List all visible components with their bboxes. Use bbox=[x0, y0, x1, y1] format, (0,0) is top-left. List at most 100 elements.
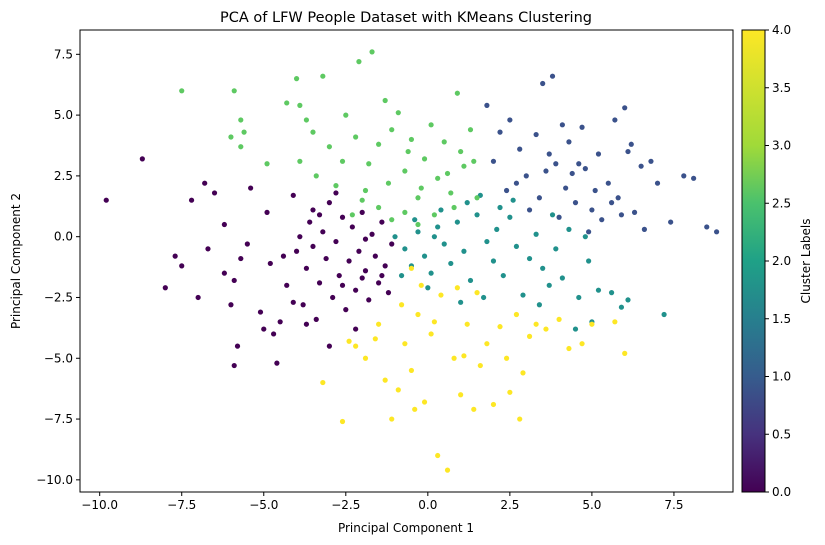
scatter-point-cluster-2 bbox=[398, 272, 405, 279]
scatter-point-cluster-0 bbox=[353, 326, 359, 332]
scatter-point-cluster-3 bbox=[356, 59, 362, 65]
scatter-point-cluster-0 bbox=[162, 285, 168, 291]
scatter-point-cluster-1 bbox=[631, 209, 638, 215]
scatter-point-cluster-0 bbox=[346, 258, 352, 264]
scatter-point-cluster-3 bbox=[454, 90, 460, 96]
scatter-point-cluster-4 bbox=[451, 355, 457, 361]
scatter-point-cluster-0 bbox=[179, 263, 185, 269]
scatter-point-cluster-2 bbox=[415, 229, 421, 235]
scatter-point-cluster-2 bbox=[608, 290, 615, 296]
scatter-point-cluster-2 bbox=[510, 197, 516, 203]
colorbar-label: Cluster Labels bbox=[799, 218, 813, 303]
scatter-point-cluster-3 bbox=[421, 156, 428, 162]
scatter-point-cluster-2 bbox=[566, 226, 572, 232]
scatter-point-cluster-2 bbox=[546, 282, 552, 288]
scatter-point-cluster-4 bbox=[471, 406, 477, 412]
scatter-point-cluster-0 bbox=[297, 234, 303, 240]
scatter-point-cluster-1 bbox=[546, 151, 552, 157]
scatter-point-cluster-4 bbox=[513, 311, 520, 318]
colorbar-tick-label: 1.5 bbox=[772, 312, 791, 326]
scatter-point-cluster-3 bbox=[231, 88, 237, 94]
scatter-point-cluster-3 bbox=[389, 217, 395, 223]
scatter-point-cluster-1 bbox=[691, 175, 697, 181]
scatter-point-cluster-1 bbox=[615, 195, 621, 201]
colorbar-tick-label: 2.0 bbox=[772, 254, 791, 268]
scatter-point-cluster-1 bbox=[559, 122, 565, 128]
x-tick-label: −7.5 bbox=[167, 498, 196, 512]
scatter-point-cluster-0 bbox=[290, 192, 296, 198]
scatter-point-cluster-0 bbox=[271, 331, 277, 337]
scatter-point-cluster-1 bbox=[589, 207, 595, 213]
scatter-point-cluster-2 bbox=[536, 302, 542, 308]
scatter-point-cluster-0 bbox=[172, 253, 178, 259]
scatter-point-cluster-4 bbox=[346, 338, 352, 344]
scatter-point-cluster-1 bbox=[549, 73, 556, 79]
scatter-point-cluster-2 bbox=[559, 275, 565, 281]
scatter-point-cluster-3 bbox=[369, 49, 375, 55]
scatter-point-cluster-0 bbox=[248, 185, 254, 191]
scatter-point-cluster-0 bbox=[238, 255, 244, 262]
scatter-point-cluster-1 bbox=[533, 131, 539, 138]
scatter-point-cluster-3 bbox=[264, 161, 270, 167]
scatter-point-cluster-0 bbox=[359, 275, 365, 281]
scatter-point-cluster-0 bbox=[228, 302, 234, 308]
y-tick-label: 0.0 bbox=[54, 230, 73, 244]
scatter-point-cluster-2 bbox=[402, 246, 408, 252]
scatter-point-cluster-2 bbox=[507, 214, 513, 220]
x-tick-label: 5.0 bbox=[582, 498, 601, 512]
scatter-point-cluster-1 bbox=[540, 80, 546, 87]
scatter-point-cluster-1 bbox=[517, 146, 523, 152]
scatter-point-cluster-4 bbox=[431, 319, 437, 325]
scatter-point-cluster-0 bbox=[257, 309, 264, 315]
scatter-point-cluster-3 bbox=[284, 100, 290, 106]
scatter-point-cluster-0 bbox=[231, 362, 237, 369]
scatter-point-cluster-3 bbox=[471, 158, 477, 164]
scatter-point-cluster-0 bbox=[310, 243, 316, 250]
scatter-point-cluster-3 bbox=[238, 117, 244, 123]
scatter-point-cluster-2 bbox=[431, 234, 437, 240]
scatter-point-cluster-0 bbox=[277, 319, 283, 325]
scatter-point-cluster-3 bbox=[313, 173, 319, 179]
scatter-point-cluster-1 bbox=[608, 200, 615, 206]
colorbar bbox=[741, 29, 766, 493]
scatter-point-cluster-0 bbox=[280, 253, 287, 259]
scatter-point-cluster-3 bbox=[320, 73, 326, 79]
scatter-point-cluster-4 bbox=[353, 343, 359, 349]
scatter-point-cluster-4 bbox=[503, 355, 510, 361]
scatter-point-cluster-1 bbox=[523, 173, 529, 179]
scatter-point-cluster-1 bbox=[592, 187, 598, 194]
scatter-point-cluster-1 bbox=[648, 158, 654, 164]
scatter-point-cluster-4 bbox=[444, 467, 451, 473]
scatter-point-cluster-3 bbox=[339, 158, 346, 164]
scatter-point-cluster-0 bbox=[244, 241, 250, 247]
scatter-point-cluster-0 bbox=[313, 316, 319, 322]
scatter-point-cluster-4 bbox=[421, 399, 428, 405]
scatter-point-cluster-2 bbox=[428, 270, 434, 276]
scatter-point-cluster-1 bbox=[599, 217, 605, 223]
scatter-point-cluster-0 bbox=[379, 219, 385, 225]
scatter-point-cluster-1 bbox=[586, 229, 592, 235]
scatter-point-cluster-0 bbox=[372, 253, 378, 259]
scatter-point-cluster-4 bbox=[458, 392, 464, 398]
scatter-point-cluster-4 bbox=[490, 401, 497, 408]
scatter-point-cluster-2 bbox=[661, 311, 667, 318]
scatter-point-cluster-4 bbox=[438, 292, 444, 298]
scatter-point-cluster-2 bbox=[467, 277, 474, 284]
scatter-point-cluster-4 bbox=[418, 282, 424, 288]
scatter-point-cluster-0 bbox=[274, 360, 280, 366]
x-tick-label: −5.0 bbox=[249, 498, 278, 512]
scatter-point-cluster-4 bbox=[497, 324, 503, 330]
scatter-point-cluster-2 bbox=[464, 200, 470, 206]
scatter-point-cluster-3 bbox=[395, 110, 401, 116]
scatter-point-cluster-1 bbox=[526, 207, 533, 213]
scatter-point-cluster-1 bbox=[503, 187, 510, 194]
scatter-point-cluster-2 bbox=[461, 248, 467, 254]
scatter-point-cluster-4 bbox=[612, 319, 618, 325]
y-tick-label: −5.0 bbox=[44, 351, 73, 365]
scatter-point-cluster-2 bbox=[549, 212, 556, 218]
scatter-point-cluster-3 bbox=[382, 97, 388, 104]
scatter-point-cluster-3 bbox=[385, 180, 392, 186]
y-tick-label: 7.5 bbox=[54, 47, 73, 61]
colorbar-tick-label: 2.5 bbox=[772, 196, 791, 210]
